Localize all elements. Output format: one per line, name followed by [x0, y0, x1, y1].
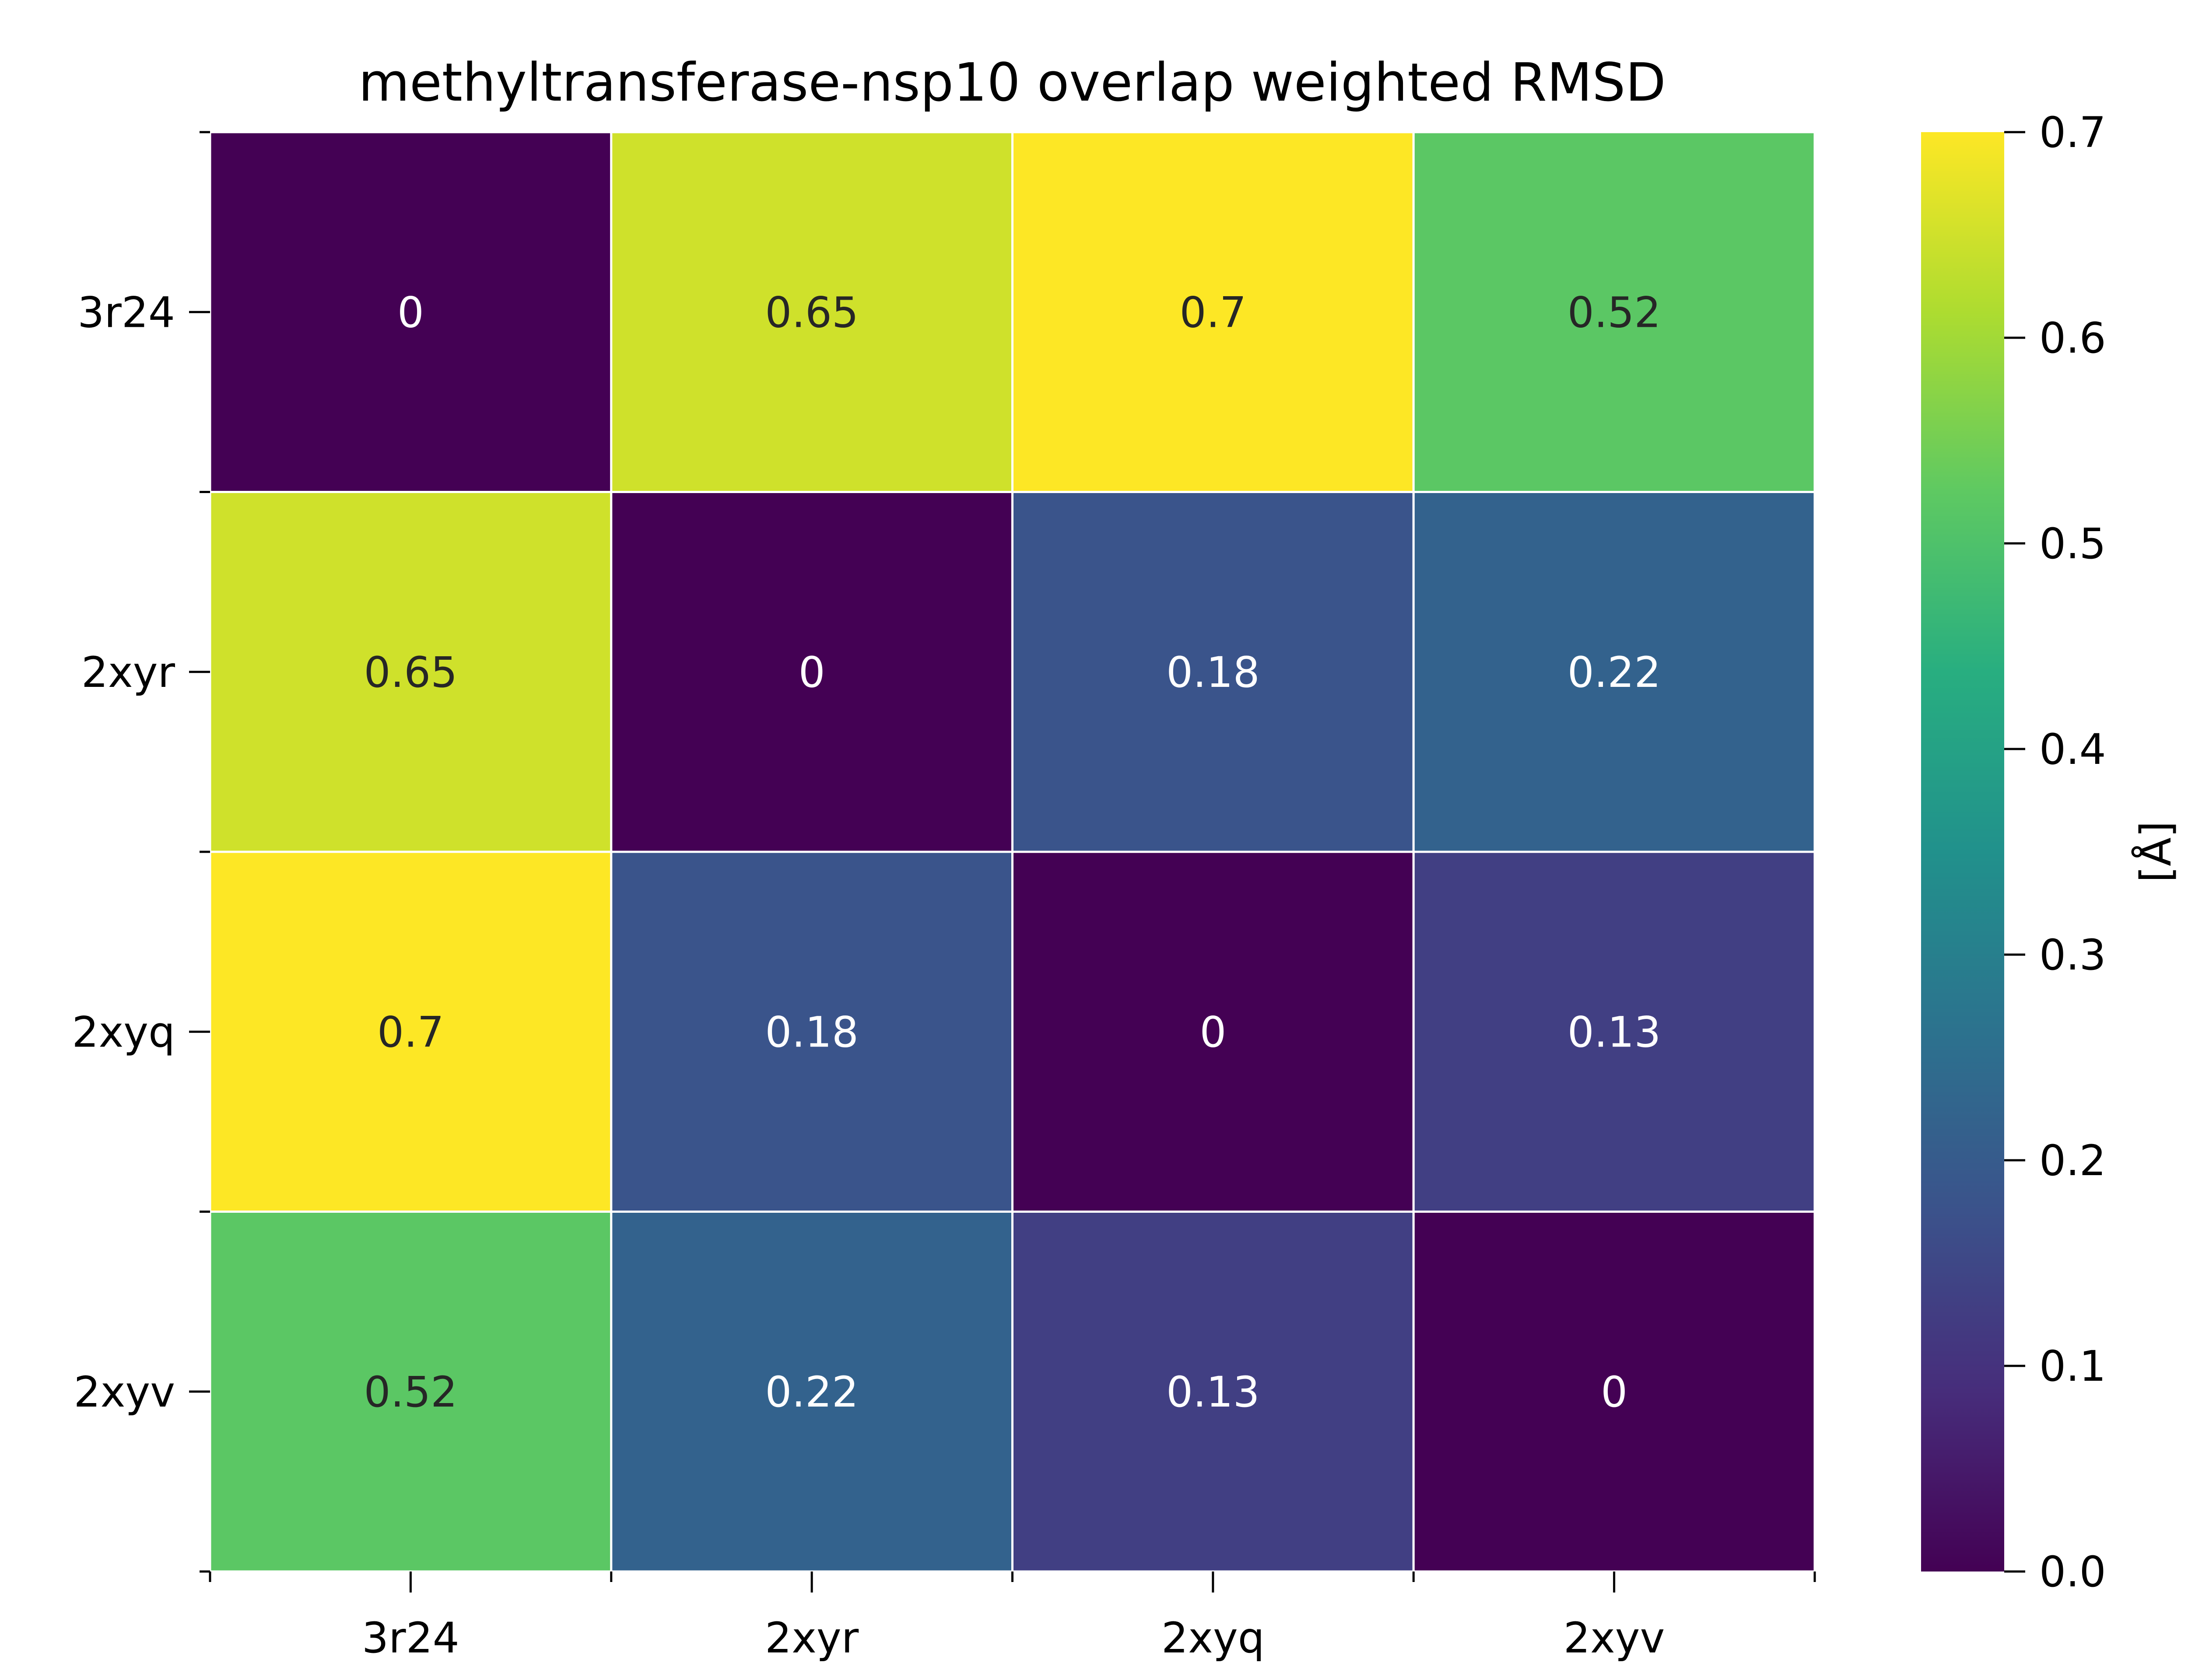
colorbar: 0.0 0.1 0.2 0.3 0.4 0.5 0.6 0.7 [Å]: [1921, 108, 2181, 1596]
heatmap-cells: [209, 131, 1816, 1573]
colorbar-tick-label: 0.1: [2039, 1342, 2106, 1391]
y-tick-label: 2xyr: [81, 648, 175, 697]
colorbar-tick-label: 0.0: [2039, 1547, 2106, 1596]
heatmap-cell: [209, 491, 613, 853]
heatmap-cell: [1412, 491, 1816, 853]
chart-title: methyltransferase-nsp10 overlap weighted…: [358, 52, 1666, 113]
colorbar-tick-label: 0.3: [2039, 931, 2106, 980]
colorbar-ticks: 0.0 0.1 0.2 0.3 0.4 0.5 0.6 0.7: [2004, 108, 2106, 1596]
heatmap-cell: [209, 1211, 613, 1573]
heatmap-cell-labels: 0 0.65 0.7 0.52 0.65 0 0.18 0.22 0.7 0.18 0 0.13 0.5…: [364, 288, 1661, 1417]
cell-value-label: 0.13: [1567, 1008, 1661, 1057]
y-tick-label: 2xyv: [74, 1368, 175, 1417]
heatmap-cell: [1412, 1211, 1816, 1573]
colorbar-tick-label: 0.4: [2039, 725, 2106, 774]
x-tick-label: 3r24: [362, 1614, 459, 1662]
colorbar-tick-label: 0.7: [2039, 108, 2106, 157]
cell-value-label: 0.13: [1166, 1368, 1260, 1417]
heatmap-cell: [209, 131, 613, 493]
heatmap-cell: [1011, 1211, 1415, 1573]
cell-value-label: 0.65: [364, 648, 458, 697]
colorbar-label: [Å]: [2131, 821, 2181, 883]
cell-value-label: 0: [1601, 1368, 1627, 1417]
colorbar-tick-label: 0.2: [2039, 1136, 2106, 1185]
colorbar-tick-label: 0.6: [2039, 314, 2106, 363]
heatmap-cell: [1412, 131, 1816, 493]
heatmap-cell: [610, 1211, 1013, 1573]
cell-value-label: 0.65: [765, 288, 859, 337]
cell-value-label: 0.18: [765, 1008, 859, 1057]
cell-value-label: 0.52: [364, 1368, 458, 1417]
heatmap-cell: [610, 850, 1013, 1213]
y-tick-label: 2xyq: [72, 1008, 175, 1057]
colorbar-gradient: [1921, 132, 2004, 1572]
x-tick-label: 2xyq: [1161, 1614, 1265, 1662]
cell-value-label: 0: [799, 648, 825, 697]
y-axis: 3r24 2xyr 2xyq 2xyv: [72, 131, 210, 1573]
cell-value-label: 0.7: [377, 1008, 444, 1057]
cell-value-label: 0.22: [1567, 648, 1661, 697]
y-tick-label: 3r24: [77, 288, 175, 337]
colorbar-tick-label: 0.5: [2039, 519, 2106, 568]
heatmap-cell: [1011, 491, 1415, 853]
x-tick-label: 2xyv: [1564, 1614, 1665, 1662]
cell-value-label: 0.52: [1567, 288, 1661, 337]
cell-value-label: 0: [397, 288, 424, 337]
cell-value-label: 0.18: [1166, 648, 1260, 697]
cell-value-label: 0: [1199, 1008, 1226, 1057]
x-tick-label: 2xyr: [765, 1614, 859, 1662]
heatmap-cell: [1011, 131, 1415, 493]
x-axis: 3r24 2xyr 2xyq 2xyv: [209, 1572, 1816, 1662]
heatmap-cell: [610, 491, 1013, 853]
cell-value-label: 0.22: [765, 1368, 859, 1417]
heatmap-cell: [610, 131, 1013, 493]
cell-value-label: 0.7: [1180, 288, 1247, 337]
heatmap-cell: [1412, 850, 1816, 1213]
